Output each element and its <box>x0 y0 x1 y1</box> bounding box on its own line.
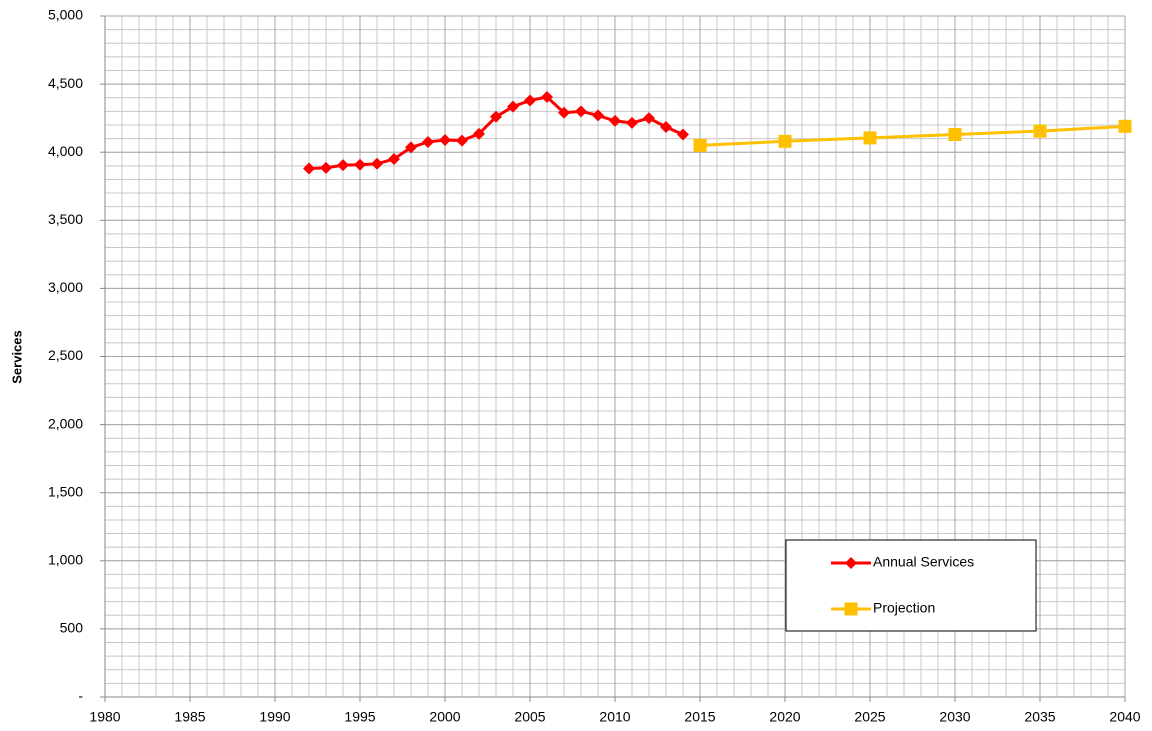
legend-label: Projection <box>873 600 935 616</box>
marker <box>439 133 451 146</box>
marker <box>677 128 689 141</box>
y-tick-label: 2,500 <box>48 347 83 363</box>
marker <box>1033 124 1047 138</box>
marker <box>558 106 570 119</box>
y-tick-label: 4,500 <box>48 75 83 91</box>
x-tick-label: 2015 <box>684 709 715 725</box>
marker <box>592 109 604 122</box>
marker <box>422 135 434 148</box>
x-tick-label: 1990 <box>259 709 290 725</box>
marker <box>456 134 468 147</box>
marker <box>778 134 792 148</box>
marker <box>388 153 400 166</box>
series-line <box>699 124 1126 147</box>
x-tick-label: 1980 <box>89 709 120 725</box>
y-tick-label: 500 <box>60 620 84 636</box>
y-tick-label: 1,500 <box>48 483 83 499</box>
x-tick-label: 2005 <box>514 709 545 725</box>
marker <box>845 557 857 569</box>
x-tick-label: 2025 <box>854 709 885 725</box>
marker <box>371 157 383 170</box>
marker <box>337 159 349 172</box>
x-tick-label: 1995 <box>344 709 375 725</box>
y-tick-label: - <box>78 688 83 704</box>
marker <box>473 127 485 140</box>
marker <box>626 116 638 129</box>
legend-box <box>785 539 1037 632</box>
marker <box>844 602 858 616</box>
x-tick-label: 1985 <box>174 709 205 725</box>
marker <box>1118 119 1132 133</box>
marker <box>320 161 332 174</box>
x-tick-label: 2040 <box>1109 709 1140 725</box>
marker <box>948 127 962 141</box>
y-tick-label: 3,000 <box>48 279 83 295</box>
marker <box>609 114 621 127</box>
marker <box>507 100 519 113</box>
marker <box>405 141 417 154</box>
marker <box>541 91 553 104</box>
legend-label: Annual Services <box>873 554 974 570</box>
y-tick-label: 4,000 <box>48 143 83 159</box>
y-tick-label: 1,000 <box>48 552 83 568</box>
x-tick-label: 2020 <box>769 709 800 725</box>
marker <box>863 131 877 145</box>
x-tick-label: 2000 <box>429 709 460 725</box>
x-tick-label: 2035 <box>1024 709 1055 725</box>
marker <box>693 138 707 152</box>
y-tick-label: 2,000 <box>48 415 83 431</box>
marker <box>354 158 366 171</box>
marker <box>303 162 315 175</box>
marker <box>490 110 502 123</box>
marker <box>524 94 536 107</box>
y-axis-label: Services <box>9 330 24 384</box>
marker <box>575 105 587 118</box>
y-tick-label: 5,000 <box>48 7 83 23</box>
y-tick-label: 3,500 <box>48 211 83 227</box>
x-tick-label: 2030 <box>939 709 970 725</box>
x-tick-label: 2010 <box>599 709 630 725</box>
marker <box>643 112 655 125</box>
marker <box>660 121 672 134</box>
